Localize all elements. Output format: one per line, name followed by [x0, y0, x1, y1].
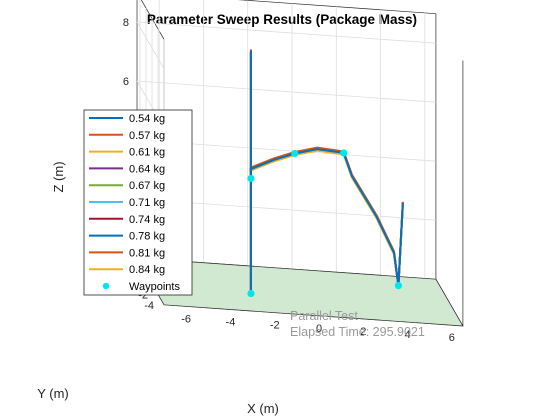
x-axis-label: X (m) — [247, 401, 279, 416]
z-axis-label: Z (m) — [51, 161, 66, 192]
x-tick-label: 6 — [449, 332, 455, 344]
legend-label: 0.57 kg — [129, 130, 165, 142]
legend-label: 0.71 kg — [129, 197, 165, 209]
waypoint-marker — [395, 282, 402, 289]
z-tick-label: 6 — [123, 76, 129, 88]
legend-marker — [103, 283, 109, 289]
legend-label: 0.67 kg — [129, 180, 165, 192]
legend-label: 0.74 kg — [129, 214, 165, 226]
legend-label: 0.64 kg — [129, 163, 165, 175]
chart-title: Parameter Sweep Results (Package Mass) — [147, 12, 417, 27]
waypoint-marker — [247, 290, 254, 297]
waypoint-marker — [247, 175, 254, 182]
x-tick-label: -4 — [226, 317, 236, 329]
legend-label: 0.78 kg — [129, 231, 165, 243]
x-tick-label: -6 — [181, 313, 191, 325]
legend: 0.54 kg 0.57 kg 0.61 kg 0.64 kg 0.67 kg 0.71 … — [84, 110, 192, 295]
legend-label: 0.54 kg — [129, 113, 165, 125]
y-axis-label: Y (m) — [37, 386, 69, 401]
legend-label: 0.84 kg — [129, 264, 165, 276]
z-tick-label: 8 — [123, 17, 129, 29]
waypoint-marker — [340, 149, 347, 156]
legend-label: 0.61 kg — [129, 147, 165, 159]
legend-label: Waypoints — [129, 281, 180, 293]
waypoint-marker — [291, 150, 298, 157]
annotation-elapsed-time: Elapsed Time: 295.9021 — [290, 325, 425, 339]
y-tick-label: -4 — [144, 300, 154, 312]
legend-label: 0.81 kg — [129, 247, 165, 259]
annotation-title: Parallel Test — [290, 309, 358, 323]
x-tick-label: -2 — [270, 320, 280, 332]
